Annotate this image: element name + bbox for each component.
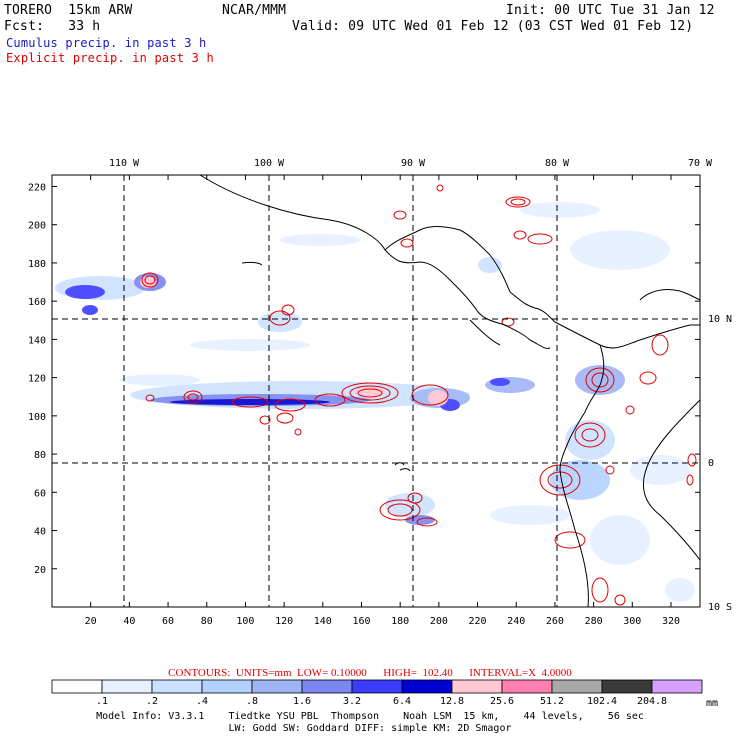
valid-time: Valid: 09 UTC Wed 01 Feb 12 (03 CST Wed … [292, 19, 694, 34]
lon-label-110w: 110 W [109, 158, 140, 169]
legend-unit: mm [706, 698, 718, 709]
legend-label: .1 [96, 696, 108, 707]
legend-swatch [501, 679, 553, 694]
x-tick-label: 200 [430, 616, 448, 627]
model-info-line2: LW: Godd SW: Goddard DIFF: simple KM: 2D… [228, 723, 512, 734]
x-tick-label: 80 [201, 616, 213, 627]
x-tick-label: 320 [662, 616, 680, 627]
legend-swatch [401, 679, 453, 694]
model-info-line1: Model Info: V3.3.1 Tiedtke YSU PBL Thomp… [96, 711, 644, 722]
lon-label-80w: 80 W [545, 158, 570, 169]
legend-swatch [151, 679, 203, 694]
x-ticks: 20 40 60 80 100 120 140 160 180 200 220 240 260 280 30… [85, 175, 680, 627]
legend-label: 51.2 [540, 696, 564, 707]
x-tick-label: 300 [623, 616, 641, 627]
forecast-hour: Fcst: 33 h [4, 19, 101, 34]
x-tick-label: 260 [546, 616, 564, 627]
x-tick-label: 100 [236, 616, 254, 627]
graticule [52, 175, 700, 607]
legend-swatch [651, 679, 703, 694]
lon-label-70w: 70 W [688, 158, 713, 169]
cumulus-label: Cumulus precip. in past 3 h [6, 36, 207, 50]
y-tick-label: 180 [28, 259, 46, 270]
legend-swatch [101, 679, 153, 694]
x-tick-label: 220 [469, 616, 487, 627]
lat-label-0: 0 [708, 458, 714, 469]
y-tick-label: 140 [28, 335, 46, 346]
x-tick-label: 20 [85, 616, 97, 627]
model-title: TORERO 15km ARW [4, 3, 133, 18]
lat-label-10n: 10 N [708, 314, 732, 325]
x-tick-label: 140 [314, 616, 332, 627]
legend-swatch [251, 679, 303, 694]
y-tick-label: 200 [28, 221, 46, 232]
legend-swatch [351, 679, 403, 694]
legend-label: 25.6 [490, 696, 514, 707]
explicit-label: Explicit precip. in past 3 h [6, 51, 214, 65]
y-tick-label: 20 [34, 565, 46, 576]
legend-swatch [51, 679, 103, 694]
legend-label: 12.8 [440, 696, 464, 707]
init-label: Init: 00 UTC Tue 31 Jan 12 [506, 3, 715, 18]
color-legend: .1 .2 .4 .8 1.6 3.2 6.4 12.8 25.6 51.2 102.4 204.8 [51, 679, 703, 707]
lat-label-10s: 10 S [708, 602, 732, 613]
x-tick-label: 240 [507, 616, 525, 627]
x-tick-label: 180 [391, 616, 409, 627]
x-tick-label: 60 [162, 616, 174, 627]
y-tick-label: 100 [28, 412, 46, 423]
legend-label: .4 [196, 696, 208, 707]
contours-info: CONTOURS: UNITS=mm LOW= 0.10000 HIGH= 10… [168, 667, 572, 679]
x-tick-label: 160 [352, 616, 370, 627]
legend-label: 6.4 [393, 696, 411, 707]
org-label: NCAR/MMM [222, 3, 287, 18]
y-ticks: 20 40 60 80 100 120 140 160 180 200 220 [28, 182, 700, 576]
coastlines [199, 174, 701, 608]
y-tick-label: 220 [28, 182, 46, 193]
y-tick-label: 60 [34, 488, 46, 499]
legend-label: 3.2 [343, 696, 361, 707]
legend-swatch [201, 679, 253, 694]
y-tick-label: 120 [28, 374, 46, 385]
legend-swatch [601, 679, 653, 694]
y-tick-label: 80 [34, 450, 46, 461]
legend-swatch [551, 679, 603, 694]
x-tick-label: 120 [275, 616, 293, 627]
legend-swatch [451, 679, 503, 694]
x-tick-label: 280 [585, 616, 603, 627]
legend-label: 1.6 [293, 696, 311, 707]
legend-label: .2 [146, 696, 158, 707]
legend-label: 204.8 [637, 696, 667, 707]
lon-label-100w: 100 W [254, 158, 285, 169]
y-tick-label: 160 [28, 297, 46, 308]
lon-label-90w: 90 W [401, 158, 426, 169]
legend-swatch [301, 679, 353, 694]
x-tick-label: 40 [123, 616, 135, 627]
legend-label: .8 [246, 696, 258, 707]
y-tick-label: 40 [34, 527, 46, 538]
legend-label: 102.4 [587, 696, 617, 707]
